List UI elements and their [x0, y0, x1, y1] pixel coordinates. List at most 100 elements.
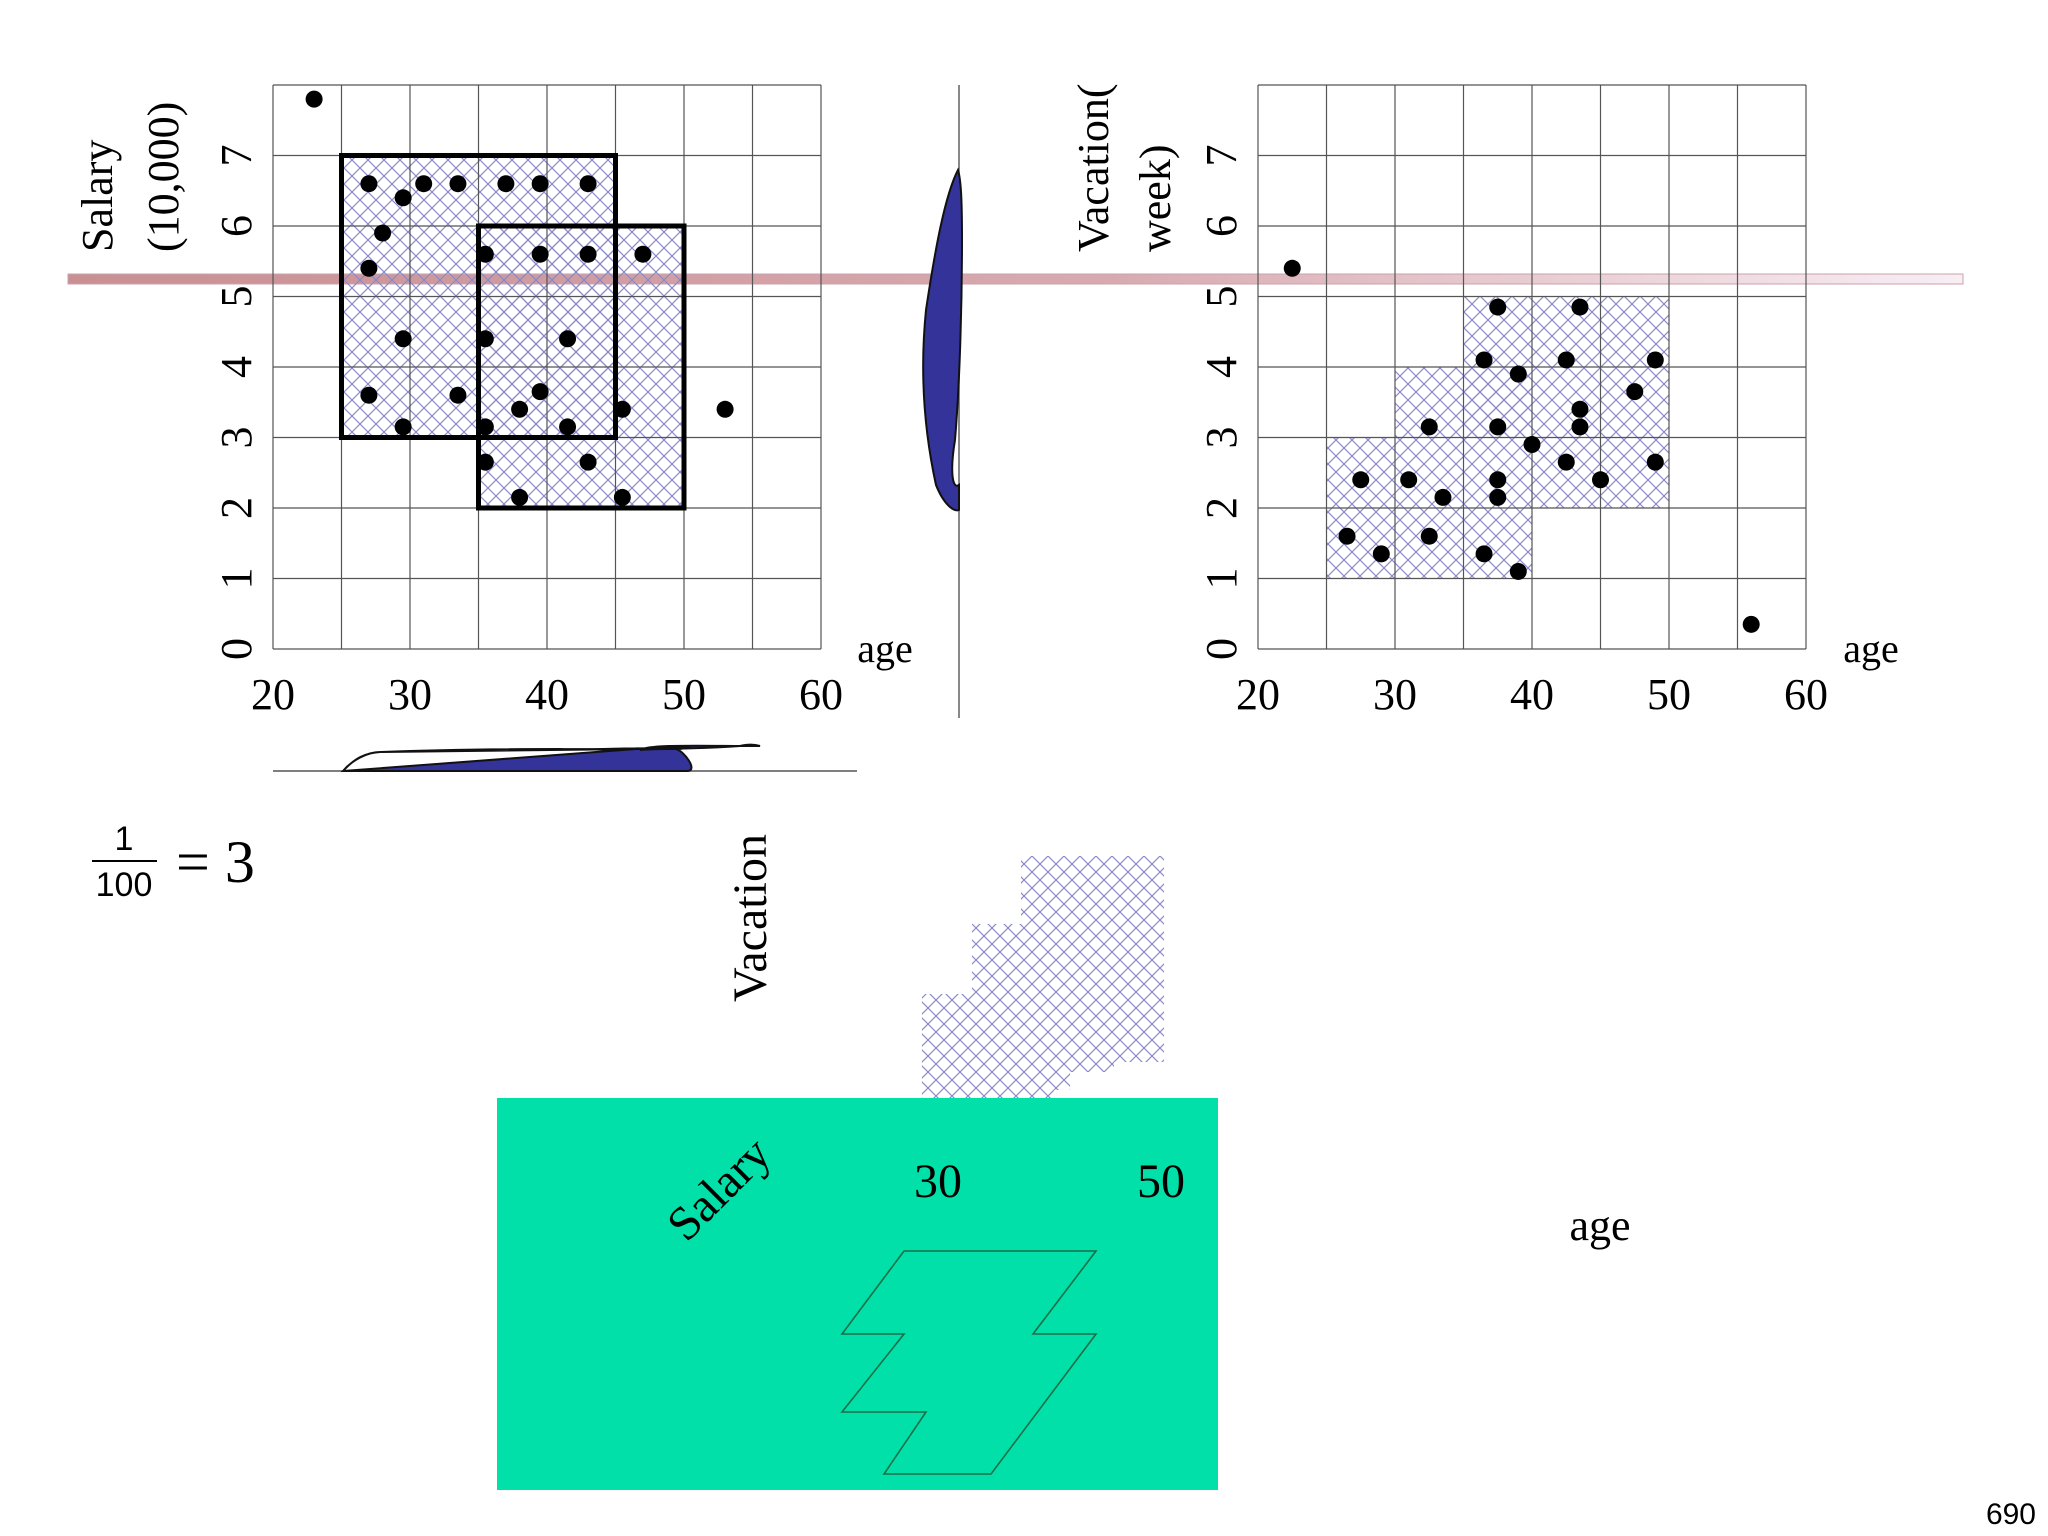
equation-rhs: = 3: [176, 829, 255, 895]
y-axis-label-line1: Vacation(: [1069, 83, 1118, 252]
data-point: [1557, 453, 1575, 471]
y-tick-label: 1: [1197, 568, 1246, 590]
data-point: [1646, 453, 1664, 471]
salary-age-plane: [497, 1098, 1218, 1490]
data-point: [1475, 545, 1493, 563]
y-tick-label: 7: [212, 145, 261, 167]
data-point: [1592, 471, 1609, 489]
data-point: [1557, 351, 1575, 369]
page-number: 690: [1986, 1498, 2036, 1531]
data-point: [1571, 418, 1589, 436]
x-tick-label: 20: [1236, 670, 1280, 719]
data-point: [1509, 562, 1527, 580]
x-tick-label: 60: [799, 670, 843, 719]
data-points: [1283, 259, 1760, 633]
dense-region-outline: [840, 1250, 1098, 1475]
y-axis-label-line2: (10,000): [139, 102, 188, 252]
y-tick-label: 4: [1197, 356, 1246, 378]
dense-units: [341, 155, 684, 508]
data-point: [613, 488, 631, 506]
data-point: [531, 245, 549, 263]
y-axis-label-line2: week): [1131, 145, 1180, 253]
data-point: [476, 245, 494, 263]
data-point: [579, 175, 597, 193]
y-tick-label: 6: [212, 215, 261, 237]
equation-numerator: 1: [115, 820, 134, 858]
data-point: [1523, 436, 1541, 454]
data-point: [1352, 471, 1370, 489]
vacation-age-chart: 20 30 40 50 60 0 1 2 3 4 5 6 7 age Vacation( week): [1069, 83, 1899, 719]
y-tick-label: 6: [1197, 215, 1246, 237]
data-point: [394, 189, 412, 207]
data-point: [1626, 383, 1644, 401]
grid: [1257, 84, 1807, 650]
subspace-illustration: Vacation Salary 30 50 age: [497, 834, 1631, 1490]
data-point: [449, 386, 467, 404]
data-point: [1742, 615, 1760, 633]
data-point: [394, 330, 412, 348]
y-tick-label: 3: [212, 427, 261, 449]
data-point: [1338, 527, 1356, 545]
data-point: [613, 400, 631, 418]
x-axis-label: age: [857, 626, 913, 671]
vacation-axis-label: Vacation: [724, 834, 777, 1002]
data-point: [1509, 365, 1527, 383]
data-point: [476, 330, 494, 348]
data-point: [476, 418, 494, 436]
highlight-band: [67, 273, 1964, 285]
dense-unit-outline-1: [476, 223, 687, 511]
data-point: [1646, 351, 1664, 369]
salary-age-chart: 20 30 40 50 60 0 1 2 3 4 5 6 7 age Salary (10,000): [73, 84, 913, 719]
y-tick-labels: 0 1 2 3 4 5 6 7: [212, 145, 261, 661]
x-tick-label: 50: [662, 670, 706, 719]
data-point: [559, 330, 577, 348]
data-point: [1475, 351, 1493, 369]
y-tick-label: 1: [212, 568, 261, 590]
data-point: [1571, 400, 1589, 418]
data-point: [305, 90, 323, 108]
data-points: [305, 90, 734, 506]
data-point: [579, 245, 597, 263]
threshold-equation: 1 100 = 3: [92, 820, 255, 904]
y-tick-label: 2: [1197, 497, 1246, 519]
data-point: [1372, 545, 1390, 563]
data-point: [716, 400, 734, 418]
x-tick-label: 20: [251, 670, 295, 719]
age-axis-label: age: [1569, 1201, 1630, 1250]
y-axis-label-line1: Salary: [73, 140, 122, 252]
data-point: [511, 488, 529, 506]
data-point: [360, 386, 378, 404]
equation-denominator: 100: [96, 866, 153, 904]
data-point: [634, 245, 652, 263]
data-point: [1400, 471, 1418, 489]
data-point: [1489, 298, 1507, 316]
data-point: [1489, 488, 1507, 506]
y-tick-label: 0: [212, 638, 261, 660]
x-tick-label: 30: [1373, 670, 1417, 719]
salary-projection: [922, 167, 964, 512]
x-tick-label: 40: [1510, 670, 1554, 719]
data-point: [531, 175, 549, 193]
x-tick-label: 40: [525, 670, 569, 719]
data-point: [415, 175, 433, 193]
data-point: [394, 418, 412, 436]
y-tick-labels: 0 1 2 3 4 5 6 7: [1197, 145, 1246, 661]
data-point: [579, 453, 597, 471]
data-point: [1283, 259, 1301, 277]
data-point: [1489, 471, 1507, 489]
x-tick-labels: 20 30 40 50 60: [1236, 670, 1828, 719]
y-tick-label: 5: [212, 286, 261, 308]
y-tick-label: 3: [1197, 427, 1246, 449]
x-tick-labels: 20 30 40 50 60: [251, 670, 843, 719]
age-tick-50: 50: [1137, 1155, 1185, 1208]
y-tick-label: 4: [212, 356, 261, 378]
data-point: [360, 259, 378, 277]
data-point: [360, 175, 378, 193]
vacation-dense-region: [922, 856, 1164, 1100]
x-tick-label: 30: [388, 670, 432, 719]
data-point: [497, 175, 515, 193]
data-point: [476, 453, 494, 471]
data-point: [1420, 527, 1438, 545]
x-axis-label: age: [1843, 626, 1899, 671]
